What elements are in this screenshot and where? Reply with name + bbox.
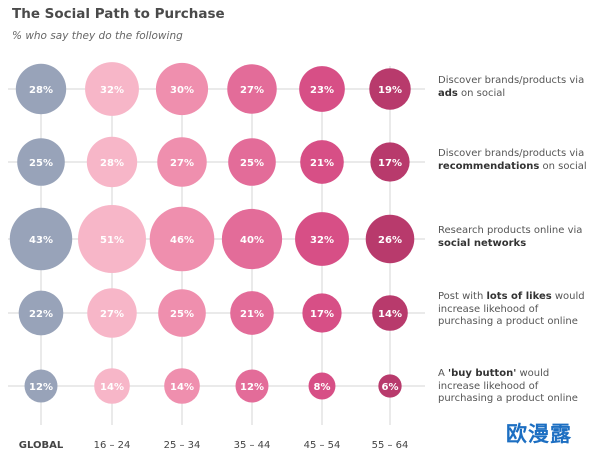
row-label-text: on social [539, 160, 587, 172]
bubble-value-label: 19% [378, 85, 402, 96]
bubble-value-label: 46% [170, 235, 194, 246]
bubble-value-label: 22% [29, 309, 53, 320]
x-axis-tick-label: GLOBAL [19, 440, 64, 451]
bubble [227, 64, 277, 114]
bubble [86, 136, 138, 188]
bubble [372, 295, 408, 331]
bubble-value-label: 25% [170, 309, 194, 320]
bubble-value-label: 32% [100, 85, 124, 96]
bubble [302, 293, 342, 333]
row-label-text: would increase likehood of purchasing a … [438, 291, 585, 327]
bubble [300, 140, 344, 184]
row-label-text: Discover brands/products via [438, 75, 585, 86]
bubble-value-label: 8% [314, 382, 331, 393]
row-label: Discover brands/products via recommendat… [438, 148, 594, 173]
bubble [230, 291, 274, 335]
bubble [24, 369, 58, 403]
bubble [17, 138, 65, 186]
bubble [149, 206, 215, 272]
row-label: Discover brands/products via ads on soci… [438, 75, 594, 100]
bubble-value-label: 27% [100, 309, 124, 320]
x-axis-tick-label: 45 – 54 [304, 440, 341, 451]
row-label-text: Discover brands/products via [438, 148, 585, 159]
bubble [369, 68, 411, 110]
bubble-value-label: 28% [100, 158, 124, 169]
bubble [78, 205, 146, 273]
bubble [85, 62, 139, 116]
bubble-value-label: 26% [378, 235, 402, 246]
bubble [370, 142, 410, 182]
bubble-value-label: 14% [170, 382, 194, 393]
bubble-value-label: 27% [240, 85, 264, 96]
bubble [157, 137, 207, 187]
bubble [221, 208, 283, 270]
bubble-value-label: 17% [310, 309, 334, 320]
bubble-value-label: 30% [170, 85, 194, 96]
bubble-value-label: 12% [29, 382, 53, 393]
bubble-value-label: 32% [310, 235, 334, 246]
bubble-value-label: 28% [29, 85, 53, 96]
bubble-value-label: 51% [100, 235, 124, 246]
row-label-emphasis: social networks [438, 237, 527, 249]
row-label: Research products online via social netw… [438, 225, 594, 250]
bubble [15, 63, 67, 115]
row-label-emphasis: lots of likes [486, 291, 552, 302]
row-label-text: would increase likehood of purchasing a … [438, 368, 578, 404]
bubble [308, 372, 336, 400]
bubble-value-label: 40% [240, 235, 264, 246]
bubble-value-label: 25% [29, 158, 53, 169]
chart-subtitle: % who say they do the following [12, 30, 183, 42]
bubble [18, 290, 64, 336]
bubble [299, 66, 345, 112]
bubble [164, 368, 200, 404]
x-axis-tick-label: 35 – 44 [234, 440, 271, 451]
bubble [94, 368, 130, 404]
bubble [9, 207, 73, 271]
bubble-value-label: 14% [378, 309, 402, 320]
row-label: A 'buy button' would increase likehood o… [438, 368, 594, 406]
x-axis-tick-label: 25 – 34 [164, 440, 201, 451]
bubble-value-label: 23% [310, 85, 334, 96]
row-label-emphasis: 'buy button' [448, 368, 517, 379]
bubble [158, 289, 206, 337]
watermark-text: 欧漫露 [506, 422, 572, 446]
bubble [228, 138, 276, 186]
row-label: Post with lots of likes would increase l… [438, 291, 594, 329]
bubble [87, 288, 137, 338]
bubble-value-label: 14% [100, 382, 124, 393]
bubble-value-label: 43% [29, 235, 53, 246]
row-label-text: Research products online via [438, 225, 583, 236]
row-label-text: Post with [438, 291, 487, 302]
x-axis-tick-label: 55 – 64 [372, 440, 409, 451]
bubble-value-label: 21% [310, 158, 334, 169]
row-label-text: A [438, 368, 449, 379]
bubble-value-label: 12% [240, 382, 264, 393]
x-axis-tick-label: 16 – 24 [94, 440, 131, 451]
bubble-value-label: 25% [240, 158, 264, 169]
bubble-value-label: 21% [240, 309, 264, 320]
bubble [295, 212, 349, 266]
bubble-value-label: 6% [382, 382, 399, 393]
bubble-value-label: 27% [170, 158, 194, 169]
row-label-text: on social [457, 87, 506, 99]
bubble [155, 62, 209, 116]
chart-title: The Social Path to Purchase [12, 6, 225, 22]
row-label-emphasis: recommendations [438, 160, 540, 172]
bubble [378, 374, 402, 398]
bubble [365, 214, 415, 264]
bubble-value-label: 17% [378, 158, 402, 169]
row-label-emphasis: ads [438, 87, 458, 99]
bubble [235, 369, 269, 403]
